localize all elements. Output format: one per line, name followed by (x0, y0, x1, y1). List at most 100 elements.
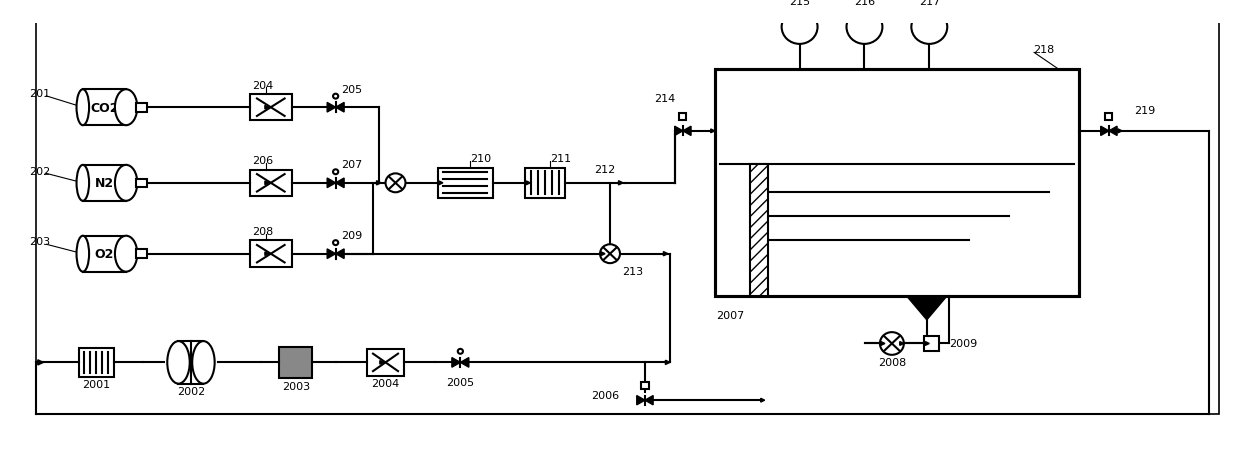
Text: 212: 212 (594, 164, 615, 174)
Text: 203: 203 (29, 237, 50, 247)
Circle shape (847, 11, 883, 45)
Polygon shape (900, 342, 904, 345)
Text: 213: 213 (622, 266, 644, 276)
Text: 2005: 2005 (446, 377, 475, 387)
Polygon shape (451, 358, 460, 368)
Bar (136, 179, 148, 188)
Circle shape (334, 170, 339, 175)
Ellipse shape (192, 341, 215, 384)
Polygon shape (37, 360, 43, 365)
Polygon shape (1109, 127, 1117, 136)
Bar (714, 70, 1079, 297)
Circle shape (781, 11, 817, 45)
Bar (641, 382, 649, 389)
Polygon shape (327, 179, 336, 188)
Polygon shape (327, 103, 336, 113)
Ellipse shape (77, 90, 89, 126)
Text: 2001: 2001 (82, 379, 110, 389)
Polygon shape (645, 396, 653, 405)
Polygon shape (1101, 127, 1109, 136)
Text: T: T (796, 23, 804, 33)
Circle shape (600, 245, 620, 263)
Polygon shape (601, 252, 605, 256)
Polygon shape (265, 252, 269, 256)
Polygon shape (880, 342, 885, 345)
Bar (83, 236, 126, 272)
Text: 214: 214 (653, 94, 675, 104)
Text: 201: 201 (29, 89, 50, 99)
Bar (179, 341, 203, 384)
Text: P: P (861, 23, 868, 33)
Text: O2: O2 (921, 23, 937, 33)
Ellipse shape (115, 165, 138, 201)
Text: 210: 210 (470, 154, 491, 164)
Bar (1105, 113, 1112, 120)
Ellipse shape (77, 165, 89, 201)
Circle shape (334, 241, 339, 245)
Text: 215: 215 (789, 0, 810, 7)
Bar (526, 169, 565, 199)
Bar (680, 113, 687, 120)
Polygon shape (760, 399, 765, 402)
Polygon shape (925, 342, 929, 345)
Ellipse shape (115, 90, 138, 126)
Bar (750, 164, 768, 297)
Text: 2002: 2002 (177, 386, 205, 396)
Ellipse shape (115, 236, 138, 272)
Bar (83, 90, 126, 126)
Bar (136, 104, 148, 112)
Text: 219: 219 (1133, 106, 1156, 116)
Polygon shape (619, 181, 622, 186)
Polygon shape (439, 181, 443, 185)
Circle shape (386, 174, 405, 193)
Circle shape (458, 349, 463, 354)
Polygon shape (711, 130, 714, 133)
Ellipse shape (167, 341, 190, 384)
Polygon shape (675, 127, 683, 136)
Polygon shape (906, 297, 947, 320)
Bar (367, 350, 404, 376)
Text: 2007: 2007 (717, 311, 745, 320)
Circle shape (334, 94, 339, 100)
Polygon shape (683, 127, 691, 136)
Polygon shape (526, 181, 531, 185)
Text: 2004: 2004 (372, 378, 399, 388)
Text: 207: 207 (341, 160, 362, 170)
Text: 204: 204 (252, 81, 274, 90)
Polygon shape (336, 250, 345, 259)
Text: 211: 211 (551, 154, 572, 164)
Text: 205: 205 (341, 85, 362, 94)
Text: 218: 218 (1033, 44, 1055, 55)
Bar (249, 241, 291, 267)
Ellipse shape (77, 236, 89, 272)
Text: 2003: 2003 (281, 381, 310, 391)
Polygon shape (637, 396, 645, 405)
Bar (249, 170, 291, 197)
Polygon shape (663, 252, 668, 256)
Polygon shape (377, 181, 381, 186)
Circle shape (880, 332, 904, 355)
Text: 216: 216 (854, 0, 875, 7)
Text: N2: N2 (95, 177, 114, 190)
Polygon shape (336, 103, 345, 113)
Bar (279, 347, 312, 378)
Circle shape (911, 11, 947, 45)
Polygon shape (379, 361, 383, 364)
Bar (438, 169, 492, 199)
Text: 208: 208 (252, 226, 274, 237)
Polygon shape (336, 179, 345, 188)
Bar (83, 165, 126, 201)
Polygon shape (666, 361, 670, 365)
Text: 2009: 2009 (950, 339, 977, 349)
Text: 2006: 2006 (591, 391, 619, 400)
Text: 209: 209 (341, 231, 362, 241)
Bar (78, 349, 114, 377)
Polygon shape (327, 250, 336, 259)
Text: 2008: 2008 (878, 357, 906, 368)
Text: 202: 202 (29, 166, 50, 176)
Polygon shape (460, 358, 469, 368)
Polygon shape (265, 106, 269, 110)
Text: 206: 206 (252, 156, 273, 166)
Text: O2: O2 (94, 248, 114, 261)
Polygon shape (265, 181, 269, 185)
